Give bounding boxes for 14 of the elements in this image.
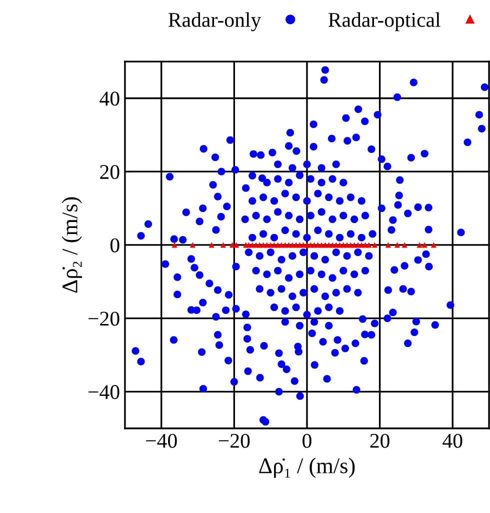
x-tick-label: 0 bbox=[302, 434, 312, 448]
x-tick-label: −40 bbox=[146, 434, 177, 448]
y-tick-label: 0 bbox=[110, 238, 120, 252]
y-tick-label: −20 bbox=[88, 312, 120, 326]
y-tick-label: −40 bbox=[88, 385, 120, 400]
x-axis-title: Δρ̇₁ / (m/s) bbox=[259, 458, 355, 478]
legend-label: Radar-only bbox=[168, 12, 262, 32]
x-tick-label: 20 bbox=[370, 434, 390, 448]
y-tick-label: 40 bbox=[100, 92, 120, 106]
y-tick-label: 20 bbox=[100, 164, 120, 180]
x-tick-label: −20 bbox=[218, 434, 250, 448]
legend-label: Radar-optical bbox=[328, 12, 440, 32]
y-axis-title: Δρ̇₂ / (m/s) bbox=[62, 197, 82, 293]
x-tick-label: 40 bbox=[442, 434, 462, 448]
